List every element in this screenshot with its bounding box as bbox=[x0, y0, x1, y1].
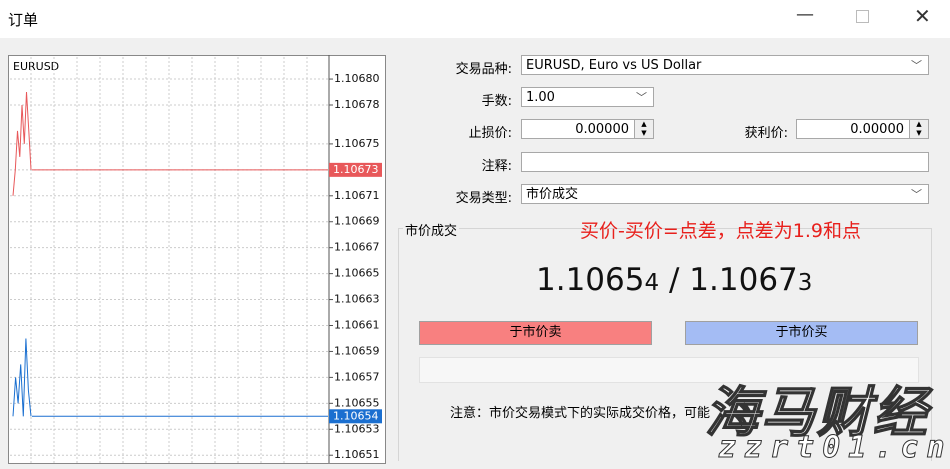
value: EURUSD, Euro vs US Dollar bbox=[526, 58, 702, 73]
watermark-site: zzrt01.cn bbox=[718, 430, 950, 466]
ask-pip: 3 bbox=[797, 270, 813, 296]
y-tick-label: 1.10651 bbox=[334, 448, 380, 461]
y-tick-label: 1.10657 bbox=[334, 370, 380, 383]
symbol-select[interactable]: EURUSD, Euro vs US Dollar ﹀ bbox=[521, 55, 929, 75]
chart-frame bbox=[8, 55, 386, 464]
y-tick-label: 1.10659 bbox=[334, 344, 380, 357]
ask: 1.1067 bbox=[689, 262, 798, 298]
label: 获利价: bbox=[744, 126, 788, 141]
maximize[interactable] bbox=[856, 10, 869, 23]
y-tick-label: 1.10669 bbox=[334, 215, 380, 228]
y-tick-label: 1.10671 bbox=[334, 189, 380, 202]
price-tag-label: 1.10673 bbox=[333, 163, 379, 176]
value: 0.00000 bbox=[850, 122, 904, 137]
price-tag bbox=[329, 162, 382, 177]
y-tick-label: 1.10655 bbox=[334, 396, 380, 409]
y-tick-label: 1.10653 bbox=[334, 422, 380, 435]
watermark-brand: 海马财经 bbox=[704, 380, 929, 445]
tp-input[interactable]: 0.00000 ▲ ▼ bbox=[796, 119, 929, 139]
comment-input[interactable] bbox=[521, 152, 929, 172]
bid: 1.1065 bbox=[536, 262, 645, 298]
label: 止损价: bbox=[468, 126, 512, 141]
quote: 1.10654 / 1.10673 bbox=[536, 262, 812, 298]
window-title: 订单 bbox=[8, 11, 39, 29]
price-line bbox=[12, 338, 32, 417]
market-group bbox=[398, 228, 932, 461]
value: 1.00 bbox=[526, 90, 555, 105]
label: 手数: bbox=[481, 94, 512, 109]
status-bar bbox=[419, 357, 919, 383]
value: 0.00000 bbox=[575, 122, 629, 137]
y-tick-label: 1.10661 bbox=[334, 319, 380, 332]
volume-select[interactable]: 1.00 ﹀ bbox=[521, 87, 654, 107]
label: 注释: bbox=[481, 159, 512, 174]
label: 交易品种: bbox=[455, 62, 512, 77]
y-tick-label: 1.10665 bbox=[334, 267, 380, 280]
y-tick-label: 1.10678 bbox=[334, 98, 380, 111]
title-bar: 订单 — ✕ bbox=[0, 0, 950, 38]
sell-button[interactable]: 于市价卖 bbox=[419, 321, 652, 345]
y-tick-label: 1.10675 bbox=[334, 137, 380, 150]
label: 交易类型: bbox=[455, 191, 512, 206]
tick-chart: EURUSD 1.10680 1.10678 1.10675 1.10673 1.106… bbox=[8, 55, 386, 464]
close[interactable]: ✕ bbox=[914, 4, 931, 28]
separator: / bbox=[668, 262, 680, 298]
value: 市价成交 bbox=[526, 187, 579, 202]
buy-button[interactable]: 于市价买 bbox=[685, 321, 918, 345]
sl-input[interactable]: 0.00000 ▲ ▼ bbox=[521, 119, 654, 139]
annotation: 买价-买价=点差，点差为1.9和点 bbox=[580, 220, 861, 242]
price-tag-label: 1.10654 bbox=[333, 409, 379, 422]
chart-symbol: EURUSD bbox=[13, 60, 59, 73]
price-line bbox=[12, 91, 32, 196]
note: 注意：市价交易模式下的实际成交价格，可能 bbox=[450, 406, 711, 421]
minimize[interactable]: — bbox=[796, 4, 814, 25]
bid-pip: 4 bbox=[644, 270, 660, 296]
y-tick-label: 1.10663 bbox=[334, 293, 380, 306]
y-tick-label: 1.10680 bbox=[334, 72, 380, 85]
group-title: 市价成交 bbox=[403, 220, 460, 239]
y-tick-label: 1.10667 bbox=[334, 241, 380, 254]
price-tag bbox=[329, 409, 382, 424]
type-select[interactable]: 市价成交 ﹀ bbox=[521, 184, 929, 204]
